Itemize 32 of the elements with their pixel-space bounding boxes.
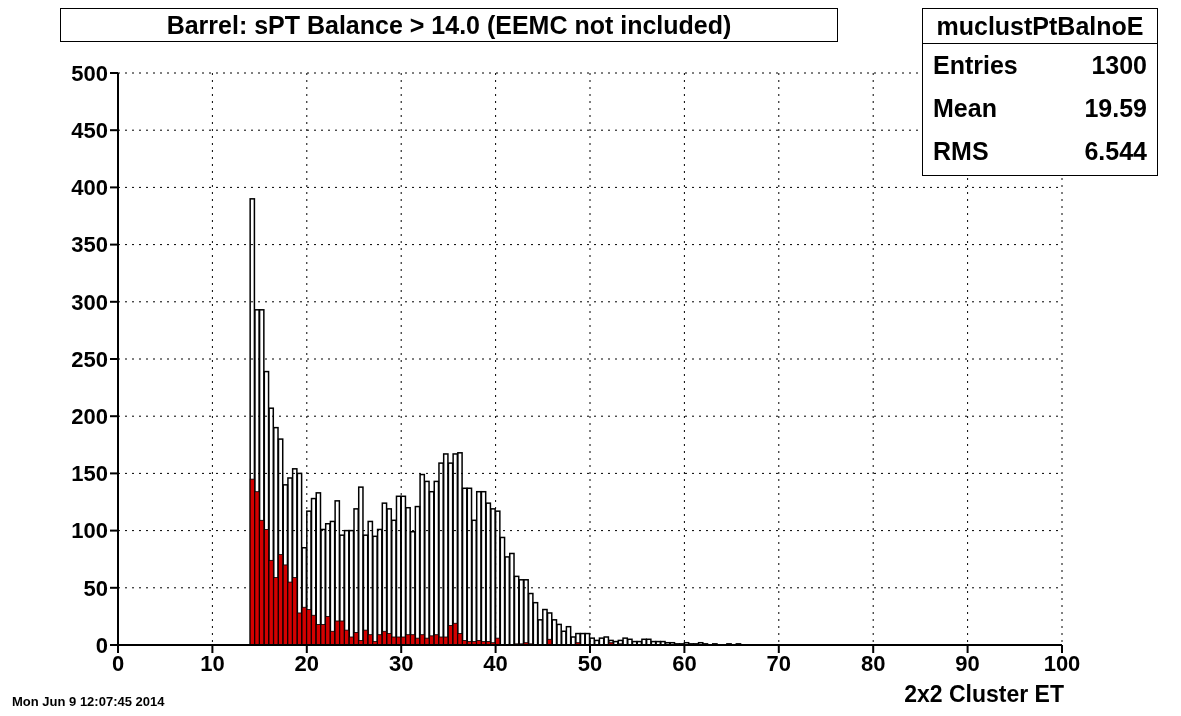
- x-tick-label: 10: [200, 650, 225, 676]
- y-tick-label: 350: [71, 232, 108, 258]
- annotation: Mean: [933, 93, 997, 124]
- text: 19.59: [1084, 93, 1147, 124]
- y-tick-label: 250: [71, 346, 108, 372]
- x-tick-label: 60: [672, 650, 697, 676]
- text: 6.544: [1084, 136, 1147, 167]
- y-tick-label: 300: [71, 289, 108, 315]
- y-tick-label: 100: [71, 518, 108, 544]
- x-tick-label: 30: [388, 650, 414, 676]
- y-tick-label: 0: [95, 632, 108, 658]
- x-axis-title: 2x2 Cluster ET: [904, 681, 1064, 707]
- y-tick-label: 200: [71, 404, 108, 430]
- x-tick-label: 40: [483, 650, 508, 676]
- text: 1300: [1091, 50, 1147, 81]
- x-tick-label: 20: [294, 650, 320, 676]
- annotation: Entries: [933, 50, 1018, 81]
- y-tick-label: 500: [71, 60, 108, 86]
- annotation: RMS: [933, 136, 989, 167]
- x-tick-label: 80: [860, 650, 886, 676]
- y-tick-label: 450: [71, 118, 108, 144]
- y-tick-label: 150: [71, 461, 108, 487]
- y-tick-label: 50: [83, 575, 108, 601]
- x-tick-label: 50: [577, 650, 603, 676]
- x-tick-label: 90: [955, 650, 980, 676]
- y-tick-label: 400: [71, 175, 108, 201]
- text: Mon Jun 9 12:07:45 2014: [12, 694, 165, 709]
- x-tick-label: 70: [766, 650, 792, 676]
- chart-title: Barrel: sPT Balance > 14.0 (EEMC not included): [60, 8, 838, 42]
- x-tick-label: 0: [111, 650, 125, 676]
- text: muclustPtBalnoE: [923, 9, 1157, 44]
- x-tick-label: 100: [1043, 650, 1081, 676]
